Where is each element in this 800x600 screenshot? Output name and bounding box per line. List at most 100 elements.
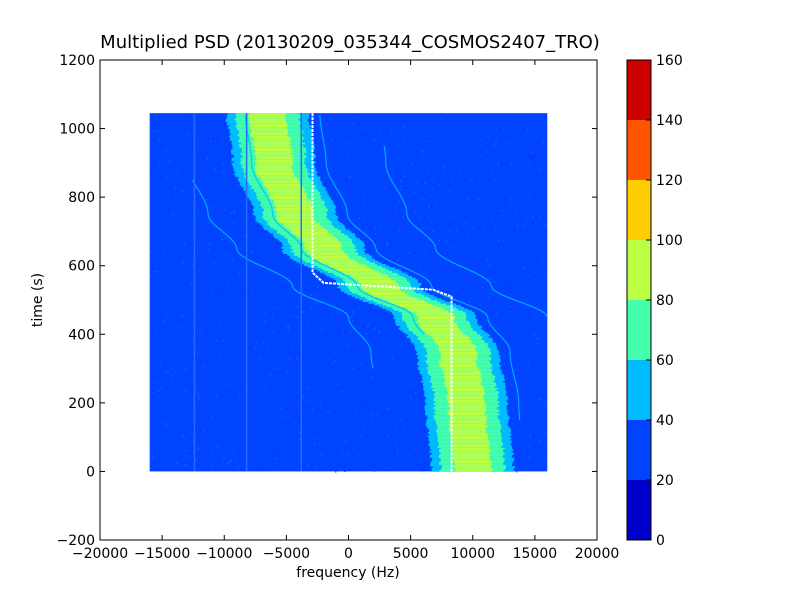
trace-strip [445, 378, 483, 381]
noise-speckle [514, 451, 516, 454]
trace-strip [452, 457, 490, 460]
noise-speckle [374, 228, 376, 230]
noise-speckle [385, 241, 388, 244]
noise-speckle [210, 139, 212, 142]
trace-strip [255, 164, 292, 167]
noise-speckle [431, 221, 433, 223]
noise-speckle [438, 239, 441, 242]
noise-speckle [223, 291, 225, 294]
noise-speckle [410, 460, 412, 462]
noise-speckle [202, 398, 205, 401]
noise-speckle [341, 359, 344, 361]
noise-speckle [346, 141, 348, 144]
noise-speckle [529, 197, 531, 199]
noise-speckle [197, 210, 199, 212]
noise-speckle [275, 442, 277, 444]
noise-speckle [233, 221, 235, 224]
noise-speckle [208, 242, 211, 245]
noise-speckle [259, 357, 262, 360]
noise-speckle [296, 306, 299, 308]
noise-speckle [287, 258, 289, 261]
noise-speckle [191, 143, 193, 145]
noise-speckle [356, 147, 359, 150]
secondary-trace [319, 114, 521, 421]
noise-speckle [372, 324, 374, 326]
noise-speckle [503, 373, 505, 375]
noise-speckle [378, 131, 381, 134]
noise-speckle [174, 278, 176, 280]
noise-speckle [187, 116, 189, 118]
noise-speckle [239, 247, 242, 249]
noise-speckle [380, 386, 383, 388]
trace-strip [319, 260, 357, 263]
noise-speckle [488, 278, 491, 281]
noise-speckle [212, 388, 215, 391]
trace-strip [310, 253, 348, 256]
noise-speckle [530, 396, 533, 398]
noise-speckle [241, 290, 244, 292]
noise-speckle [413, 252, 416, 255]
noise-speckle [430, 206, 433, 208]
noise-speckle [426, 138, 429, 140]
noise-speckle [208, 249, 210, 251]
trace-strip [440, 358, 478, 361]
noise-speckle [538, 168, 541, 171]
trace-strip [378, 296, 416, 299]
trace-strip [449, 408, 487, 411]
noise-speckle [238, 396, 240, 399]
noise-speckle [235, 341, 238, 343]
noise-speckle [149, 295, 152, 297]
noise-speckle [192, 338, 194, 340]
noise-speckle [257, 328, 259, 330]
noise-speckle [183, 454, 185, 457]
trace-strip [276, 205, 313, 208]
noise-speckle [467, 198, 470, 200]
noise-speckle [468, 293, 471, 295]
noise-speckle [493, 179, 496, 182]
noise-speckle [393, 125, 396, 128]
trace-strip [448, 401, 485, 404]
trace-strip [453, 449, 491, 452]
noise-speckle [507, 279, 510, 281]
noise-speckle [511, 309, 513, 311]
noise-speckle [410, 174, 413, 177]
noise-speckle [428, 205, 431, 208]
noise-speckle [173, 373, 175, 375]
noise-speckle [157, 425, 159, 428]
colorbar-tick-label: 120 [656, 173, 683, 189]
trace-strip [452, 450, 490, 453]
noise-speckle [260, 395, 263, 397]
noise-speckle [333, 412, 335, 414]
trace-strip [273, 204, 311, 207]
noise-speckle [413, 447, 416, 450]
noise-speckle [365, 133, 368, 135]
noise-speckle [362, 193, 364, 195]
trace-strip [410, 310, 448, 313]
noise-speckle [449, 230, 451, 232]
noise-speckle [212, 138, 214, 140]
noise-speckle [182, 139, 184, 141]
noise-speckle [286, 370, 288, 373]
noise-speckle [491, 293, 494, 296]
trace-strip [263, 183, 300, 186]
trace-strip [275, 207, 313, 210]
trace-strip [255, 169, 293, 172]
trace-strip [253, 138, 291, 141]
trace-strip [438, 360, 476, 363]
trace-strip [453, 464, 491, 467]
noise-speckle [497, 240, 499, 243]
trace-strip [446, 396, 484, 399]
noise-speckle [449, 245, 452, 248]
noise-speckle [310, 307, 312, 310]
noise-speckle [528, 457, 530, 460]
noise-speckle [516, 369, 519, 371]
noise-speckle [365, 226, 368, 228]
noise-speckle [409, 194, 412, 197]
noise-speckle [400, 180, 402, 182]
noise-speckle [212, 197, 214, 200]
noise-speckle [292, 315, 295, 317]
noise-speckle [222, 263, 225, 265]
trace-strip [405, 306, 443, 309]
noise-speckle [412, 206, 415, 208]
noise-speckle [346, 344, 348, 346]
